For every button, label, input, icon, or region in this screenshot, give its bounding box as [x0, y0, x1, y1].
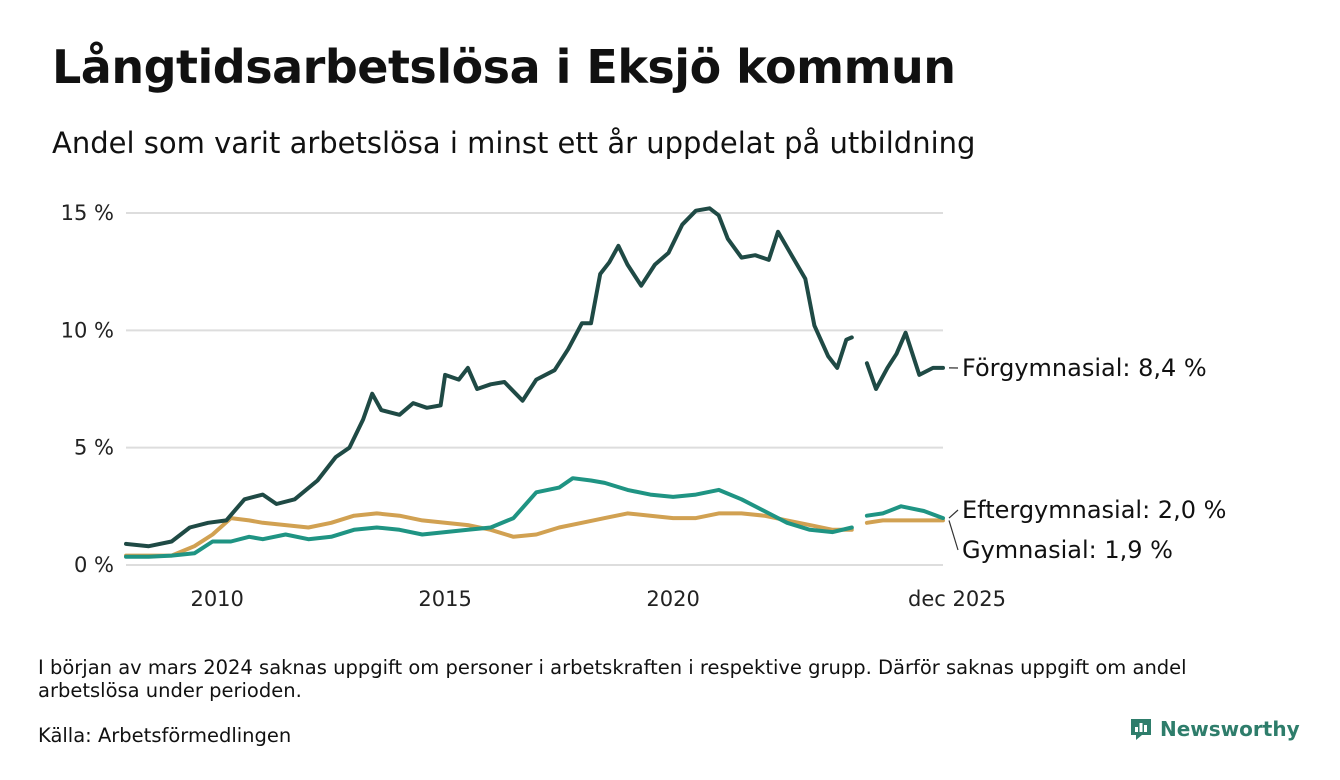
end-label-eftergymnasial: Eftergymnasial: 2,0 %	[962, 496, 1226, 524]
series-line-gymnasial	[864, 518, 945, 525]
footnote: I början av mars 2024 saknas uppgift om …	[38, 656, 1187, 702]
x-tick-label: 2010	[190, 587, 243, 611]
series-line-eftergymnasial	[864, 504, 945, 521]
series-line-gymnasial	[124, 511, 854, 558]
y-tick-label: 15 %	[61, 201, 114, 225]
chart-subtitle: Andel som varit arbetslösa i minst ett å…	[52, 126, 976, 160]
y-tick-label: 5 %	[74, 436, 114, 460]
end-label-leader	[948, 509, 959, 519]
series-line-eftergymnasial	[124, 476, 854, 559]
newsworthy-brand: Newsworthy	[1128, 716, 1300, 742]
line-chart: 0 % 5 % 10 % 15 % 2010 2015 2020 dec 2025 Förgym…	[61, 201, 1227, 611]
series-line-förgymnasial	[124, 206, 854, 549]
series-line-förgymnasial	[864, 330, 945, 391]
end-label-leader	[948, 520, 959, 551]
x-tick-label: 2015	[418, 587, 471, 611]
end-label-förgymnasial: Förgymnasial: 8,4 %	[962, 354, 1207, 382]
brand-name: Newsworthy	[1160, 717, 1300, 741]
x-tick-label: dec 2025	[908, 587, 1006, 611]
x-tick-label: 2020	[646, 587, 699, 611]
source-credit: Källa: Arbetsförmedlingen	[38, 724, 292, 747]
chart-title: Långtidsarbetslösa i Eksjö kommun	[52, 40, 956, 94]
y-tick-label: 0 %	[74, 553, 114, 577]
y-tick-label: 10 %	[61, 318, 114, 342]
end-label-gymnasial: Gymnasial: 1,9 %	[962, 536, 1173, 564]
newsworthy-logo-icon	[1131, 719, 1151, 740]
